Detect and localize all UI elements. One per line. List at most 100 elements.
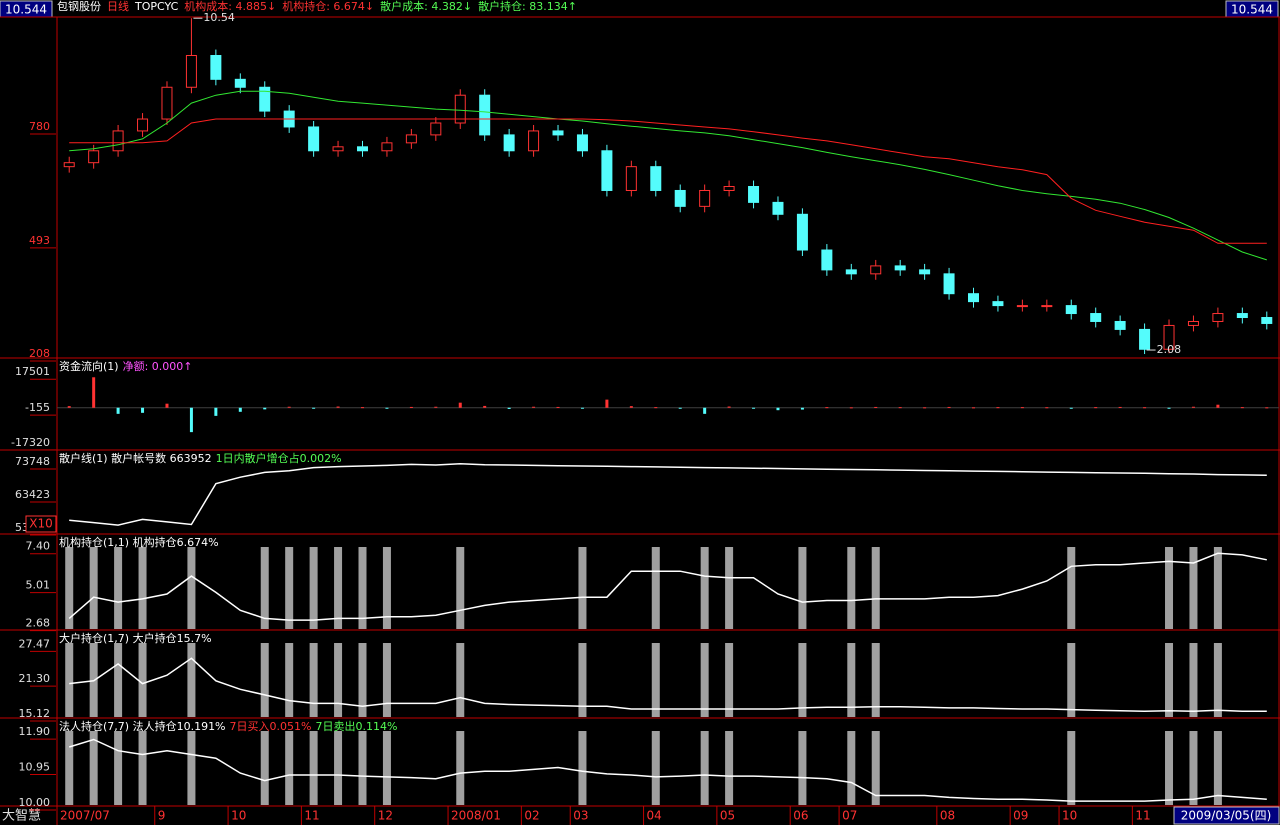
panel-title: 散户线(1) 散户帐号数 663952 1日内散户增仓占0.002% — [59, 451, 342, 465]
candle-body — [308, 126, 320, 152]
candle-body — [210, 55, 222, 80]
signal-bar — [871, 731, 880, 805]
signal-bar — [138, 731, 147, 805]
signal-bar — [89, 547, 98, 629]
bar — [1045, 407, 1049, 409]
candle-body — [1236, 313, 1248, 319]
bar — [1118, 406, 1122, 408]
signal-bar — [260, 547, 269, 629]
candle-body — [381, 142, 393, 152]
panel-title: 法人持仓(7,7) 法人持仓10.191% 7日买入0.051% 7日卖出0.114… — [59, 719, 397, 733]
signal-bar — [798, 731, 807, 805]
signal-bar — [456, 547, 465, 629]
bar — [556, 406, 560, 408]
bar — [532, 406, 536, 408]
candle-body — [674, 189, 686, 207]
candle-body — [845, 269, 857, 275]
bar — [849, 407, 853, 409]
bar — [923, 407, 927, 409]
x-tick-label: 05 — [720, 809, 735, 823]
signal-bar — [309, 547, 318, 629]
signal-bar — [187, 731, 196, 805]
signal-bar — [382, 643, 391, 717]
signal-bar — [1189, 547, 1198, 629]
x-tick-label: 2007/07 — [60, 809, 110, 823]
signal-bar — [578, 731, 587, 805]
bar — [752, 407, 756, 409]
signal-bar — [1067, 547, 1076, 629]
signal-bar — [285, 547, 294, 629]
signal-bar — [847, 731, 856, 805]
signal-bar — [1165, 643, 1174, 717]
signal-bar — [871, 547, 880, 629]
candle-body — [234, 78, 246, 88]
candle-body — [1187, 320, 1199, 326]
signal-bar — [138, 547, 147, 629]
signal-bar — [260, 643, 269, 717]
signal-bar — [65, 731, 74, 805]
bar — [1191, 406, 1195, 408]
bar — [263, 407, 267, 410]
bar — [1094, 407, 1098, 409]
signal-bar — [700, 643, 709, 717]
candle-body — [870, 265, 882, 275]
candle-body — [332, 146, 344, 152]
signal-bar — [1189, 643, 1198, 717]
signal-bar — [334, 547, 343, 629]
bar — [141, 407, 145, 413]
signal-bar — [65, 547, 74, 629]
bar — [287, 406, 291, 408]
candle-body — [259, 86, 271, 112]
header-part: 机构持仓: 6.674↓ — [282, 0, 374, 13]
signal-bar — [334, 731, 343, 805]
signal-bar — [847, 547, 856, 629]
bar — [165, 403, 169, 408]
candle-body — [405, 134, 417, 144]
panel-title-part: 净额: 0.000↑ — [123, 359, 193, 373]
signal-bar — [334, 643, 343, 717]
candle-body — [968, 293, 979, 303]
bar — [385, 407, 389, 409]
bar — [825, 407, 829, 409]
line — [69, 657, 1267, 713]
bar — [1069, 407, 1073, 409]
signal-bar — [578, 643, 587, 717]
bar — [996, 407, 1000, 409]
x-tick-label: 06 — [793, 809, 808, 823]
x-tick-label: 10 — [1062, 809, 1077, 823]
candle-body — [992, 301, 1004, 307]
candle-body — [137, 118, 149, 132]
bar — [1167, 407, 1171, 409]
candle-body — [1261, 317, 1273, 324]
candle-body — [699, 189, 711, 207]
candle-body — [943, 273, 955, 295]
signal-bar — [725, 547, 734, 629]
candle-body — [576, 134, 588, 152]
x-tick-label: 08 — [940, 809, 955, 823]
bar — [434, 406, 438, 408]
candle-body — [88, 150, 100, 164]
signal-bar — [1213, 731, 1222, 805]
signal-bar — [187, 547, 196, 629]
signal-bar — [1067, 643, 1076, 717]
signal-bar — [358, 643, 367, 717]
bar — [1143, 407, 1147, 409]
candle-body — [1212, 313, 1224, 322]
bar — [67, 406, 71, 408]
candle-body — [454, 94, 466, 124]
candle-body — [1016, 305, 1028, 308]
bar — [312, 407, 316, 409]
panel-title-part: 机构持仓(1,1) 机构持仓6.674% — [59, 535, 219, 549]
signal-bar — [309, 643, 318, 717]
bar — [238, 407, 242, 412]
candle-body — [772, 201, 784, 215]
moving-average — [69, 118, 1267, 244]
y-tick-label: 780 — [29, 120, 50, 133]
signal-bar — [725, 731, 734, 805]
candle-body — [1114, 320, 1126, 330]
candle-body — [479, 94, 491, 136]
candle-body — [919, 269, 931, 275]
x-tick-label: 07 — [842, 809, 857, 823]
